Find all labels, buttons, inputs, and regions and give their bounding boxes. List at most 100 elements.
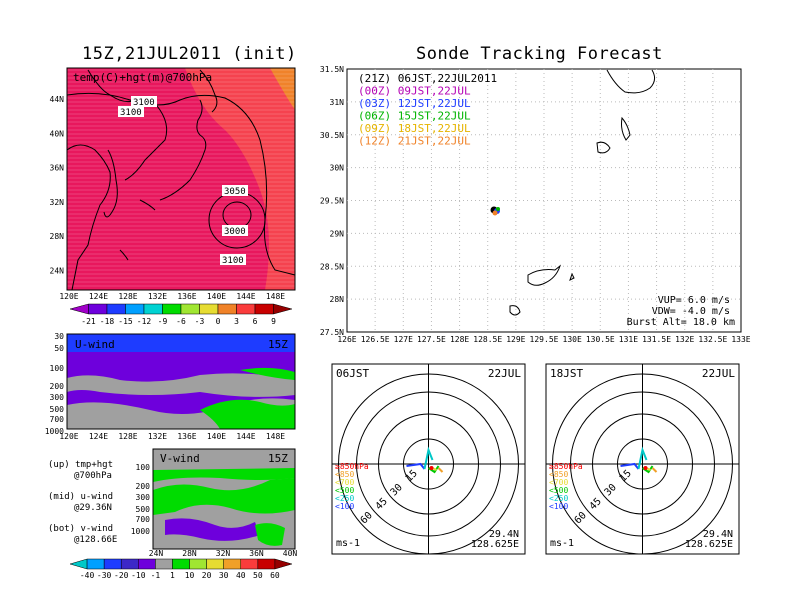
colorbar-label: -18 — [100, 317, 115, 326]
note-line: (bot) v-wind — [48, 524, 113, 534]
u-wind-gray-band — [67, 373, 295, 397]
lat-tick: 27.5N — [320, 328, 344, 337]
hodograph-time: 18JST — [550, 367, 583, 380]
contour-label: 3100 — [222, 256, 244, 266]
colorbar-swatch — [236, 303, 256, 315]
colorbar-label: -9 — [158, 317, 168, 326]
note-line: (mid) u-wind — [48, 492, 113, 502]
v-wind-time: 15Z — [268, 452, 288, 465]
level-legend: <100 — [335, 502, 354, 511]
colorbar-swatch — [69, 558, 88, 570]
colorbar-swatch — [143, 303, 163, 315]
temperature-map: 3100 3100 3050 3000 3100 temp(C)+hgt(m)@… — [50, 67, 296, 326]
colorbar-label: -20 — [114, 571, 129, 580]
level-legend: <100 — [549, 502, 568, 511]
track-legend: (21Z) 06JST,22JUL2011(00Z) 09JST,22JUL (0… — [358, 72, 497, 148]
lon-tick: 128E — [118, 292, 137, 301]
v-wind-green-lower — [255, 523, 285, 546]
lon-tick: 127E — [394, 335, 413, 344]
lon-tick: 132E — [148, 432, 167, 441]
level-legend: <850 — [335, 470, 354, 479]
p-tick: 100 — [136, 463, 151, 472]
lon-tick: 126.5E — [361, 335, 390, 344]
colorbar-swatch — [106, 303, 126, 315]
contour-label: 3100 — [133, 98, 155, 108]
colorbar-swatch — [273, 303, 293, 315]
colorbar-swatch — [120, 558, 139, 570]
hodograph-date: 22JUL — [488, 367, 521, 380]
p-tick: 500 — [136, 505, 151, 514]
colorbar-swatch — [189, 558, 207, 570]
level-legend: <500 — [335, 486, 354, 495]
colorbar-swatch — [172, 558, 190, 570]
lon-tick: 140E — [207, 292, 226, 301]
colorbar-label: 10 — [185, 571, 195, 580]
colorbar-swatch — [199, 303, 219, 315]
wind-trace — [423, 446, 434, 470]
colorbar-swatch — [125, 303, 145, 315]
track-map: (21Z) 06JST,22JUL2011(00Z) 09JST,22JUL (0… — [320, 65, 751, 344]
p-tick: 200 — [50, 382, 65, 391]
lon-tick: 132.5E — [698, 335, 727, 344]
track-params: VUP= 6.0 m/s VDW= -4.0 m/s Burst Alt= 18… — [627, 295, 735, 328]
wind-trace — [406, 462, 426, 470]
v-wind-label: V-wind — [160, 452, 200, 465]
lat-tick: 40N — [283, 549, 298, 558]
lat-tick: 24N — [50, 267, 65, 276]
lat-tick: 29N — [330, 229, 345, 238]
colorbar-label: -21 — [81, 317, 96, 326]
left-title: 15Z,21JUL2011 (init) — [82, 44, 297, 64]
lat-tick: 31N — [330, 98, 345, 107]
track-islands — [509, 69, 656, 316]
v-wind-lat-ticks: 24N 28N 32N 36N 40N — [149, 549, 298, 558]
lat-tick: 36N — [50, 164, 65, 173]
lon-tick: 128.5E — [473, 335, 502, 344]
lon-tick: 133E — [731, 335, 750, 344]
legend-entry: (21Z) 06JST,22JUL2011 — [358, 72, 497, 85]
level-legend: <500 — [549, 486, 568, 495]
colorbar-swatch — [155, 558, 173, 570]
lat-tick: 31.5N — [320, 65, 344, 74]
colorbar-label: -1 — [151, 571, 161, 580]
colorbar-label: 6 — [253, 317, 258, 326]
colorbar-swatch — [257, 558, 276, 570]
p-tick: 500 — [50, 405, 65, 414]
note-line: @128.66E — [74, 535, 117, 545]
lon-tick: 148E — [266, 432, 285, 441]
lat-tick: 28N — [50, 232, 65, 241]
temperature-map-label: temp(C)+hgt(m)@700hPa — [73, 71, 212, 84]
legend-entry: (00Z) 09JST,22JUL — [358, 85, 471, 98]
legend-entry: (06Z) 15JST,22JUL — [358, 110, 471, 123]
hodograph-unit: ms-1 — [550, 538, 574, 549]
lon-tick: 120E — [59, 292, 78, 301]
colorbar-swatch — [217, 303, 237, 315]
lon-tick: 144E — [236, 432, 255, 441]
lon-tick: 136E — [177, 432, 196, 441]
colorbar-label: -15 — [118, 317, 133, 326]
hot-region — [270, 68, 295, 110]
contour-label: 3050 — [224, 187, 246, 197]
p-tick: 700 — [50, 415, 65, 424]
lon-tick: 129.5E — [530, 335, 559, 344]
u-wind-upper — [67, 334, 295, 352]
lon-tick: 126E — [337, 335, 356, 344]
lon-tick: 130E — [563, 335, 582, 344]
legend-entry: (09Z) 18JST,22JUL — [358, 122, 471, 135]
colorbar-swatch — [240, 558, 259, 570]
v-wind-green-upper — [153, 468, 295, 482]
colorbar-label: -12 — [137, 317, 152, 326]
lon-tick: 131E — [619, 335, 638, 344]
lon-tick: 132E — [675, 335, 694, 344]
v-wind-green — [153, 478, 295, 515]
colorbar-swatch — [274, 558, 293, 570]
lat-tick: 29.5N — [320, 197, 344, 206]
colorbar-swatch — [86, 558, 105, 570]
v-wind-frame — [152, 448, 296, 550]
colorbar-label: 20 — [202, 571, 212, 580]
colorbar-label: 40 — [236, 571, 246, 580]
track-grid — [347, 69, 741, 332]
lon-tick: 128E — [118, 432, 137, 441]
sonde-track — [490, 206, 500, 216]
